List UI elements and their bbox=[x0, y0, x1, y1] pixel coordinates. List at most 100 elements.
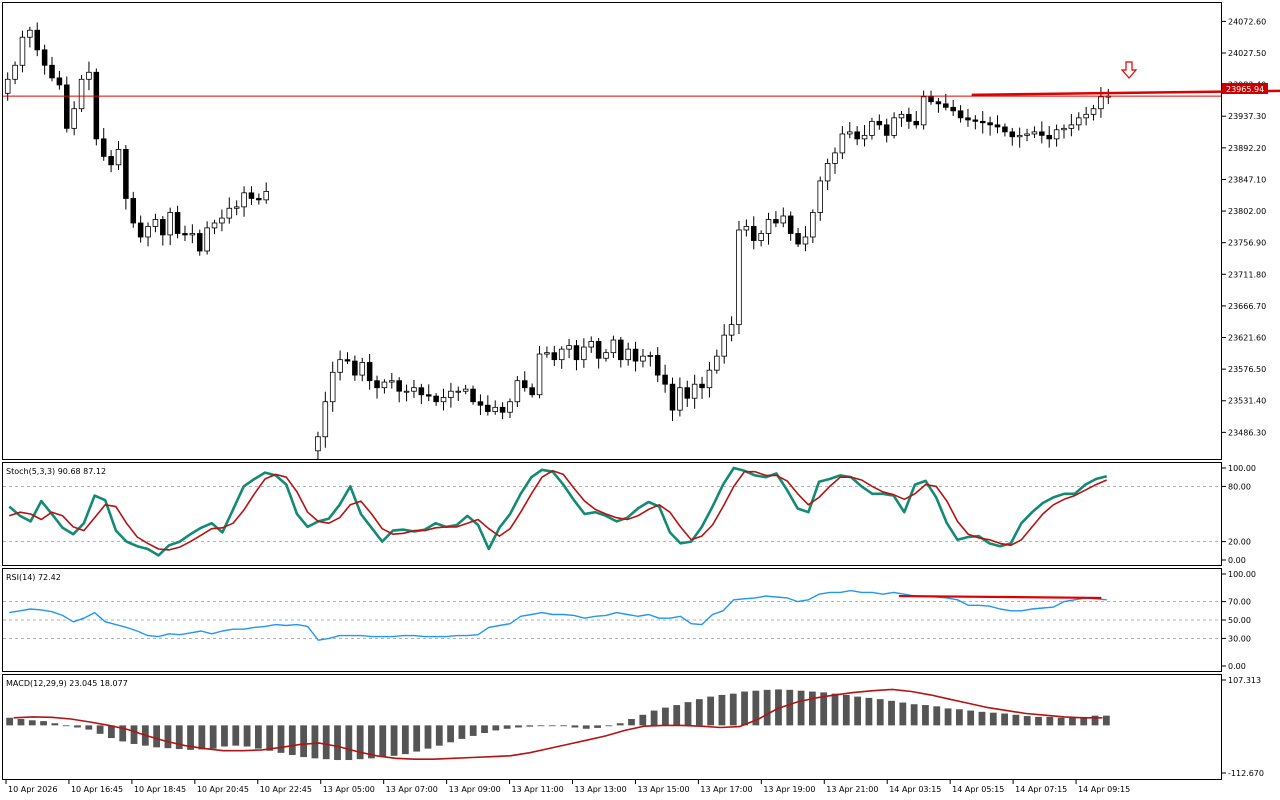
macd-bar bbox=[515, 725, 522, 728]
macd-bar bbox=[1023, 716, 1031, 726]
x-tick-label: 13 Apr 11:00 bbox=[512, 785, 564, 794]
candle-body bbox=[71, 108, 77, 129]
candle-body bbox=[86, 71, 92, 80]
candle-body bbox=[27, 29, 33, 38]
x-tick-label: 14 Apr 05:15 bbox=[952, 785, 1004, 794]
candle-body bbox=[1024, 133, 1030, 136]
macd-bar bbox=[481, 725, 488, 733]
macd-bar bbox=[899, 702, 907, 726]
candle-body bbox=[595, 341, 602, 359]
candle-body bbox=[233, 206, 240, 209]
candle-body bbox=[795, 233, 801, 245]
candle-body bbox=[521, 380, 528, 389]
candle-body bbox=[536, 353, 543, 396]
macd-bar bbox=[650, 710, 658, 726]
macd-bar bbox=[130, 725, 138, 744]
price-tick-label: 23937.30 bbox=[1228, 112, 1266, 121]
candle-body bbox=[396, 380, 402, 392]
candle-body bbox=[943, 103, 949, 108]
resistance-line bbox=[971, 89, 1280, 97]
rsi-panel bbox=[2, 568, 1222, 672]
macd-bar bbox=[254, 725, 262, 749]
candle-body bbox=[721, 334, 727, 357]
candle-body bbox=[499, 406, 506, 413]
candle-body bbox=[1002, 126, 1008, 133]
macd-bar bbox=[978, 711, 986, 726]
candle-body bbox=[898, 113, 905, 119]
candle-body bbox=[485, 404, 491, 412]
current-price-tag bbox=[1222, 83, 1268, 94]
candle-body bbox=[514, 380, 521, 403]
macd-bar bbox=[707, 696, 715, 726]
macd-bar bbox=[198, 725, 206, 750]
candle-body bbox=[581, 346, 587, 361]
macd-bar bbox=[17, 719, 25, 726]
macd-bar bbox=[401, 725, 409, 755]
macd-bar bbox=[718, 694, 726, 726]
candle-body bbox=[130, 198, 137, 224]
candle-body bbox=[972, 119, 979, 122]
candle-body bbox=[256, 198, 262, 201]
candle-body bbox=[1075, 117, 1082, 126]
candle-body bbox=[551, 352, 558, 361]
candle-body bbox=[706, 369, 713, 389]
price-panel bbox=[2, 2, 1222, 460]
macd-bar bbox=[356, 725, 364, 760]
candle-body bbox=[588, 341, 595, 348]
x-tick-label: 14 Apr 03:15 bbox=[889, 785, 941, 794]
candle-body bbox=[610, 339, 617, 354]
price-tick-label: 23486.30 bbox=[1228, 428, 1266, 437]
macd-bar bbox=[808, 691, 816, 726]
candle-body bbox=[750, 226, 757, 241]
macd-bar bbox=[763, 689, 771, 726]
macd-bar bbox=[435, 725, 443, 746]
macd-bar bbox=[266, 725, 274, 751]
candle-body bbox=[93, 71, 100, 140]
candle-body bbox=[780, 215, 787, 224]
macd-bar bbox=[1001, 713, 1008, 726]
macd-bar bbox=[469, 725, 477, 736]
macd-bar bbox=[119, 725, 127, 742]
price-tick-label: 23892.20 bbox=[1228, 144, 1266, 153]
price-tick-label: 23711.80 bbox=[1228, 270, 1266, 279]
candle-body bbox=[691, 383, 698, 399]
stoch-main-line bbox=[8, 466, 1108, 557]
candle-body bbox=[625, 348, 631, 361]
stoch-signal-line bbox=[9, 469, 1108, 551]
macd-bar bbox=[560, 725, 568, 727]
candle-body bbox=[507, 401, 513, 413]
x-tick-label: 14 Apr 09:15 bbox=[1078, 785, 1130, 794]
macd-bar bbox=[379, 725, 387, 758]
macd-bar bbox=[571, 725, 579, 728]
macd-bar bbox=[6, 717, 14, 726]
macd-bar bbox=[277, 725, 285, 753]
macd-bar bbox=[74, 725, 81, 728]
candle-body bbox=[182, 233, 188, 236]
macd-bar bbox=[820, 692, 828, 726]
price-tick-label: 23802.00 bbox=[1228, 207, 1266, 216]
candle-body bbox=[883, 124, 890, 136]
candle-body bbox=[411, 387, 417, 392]
candle-body bbox=[189, 233, 196, 236]
macd-bar bbox=[243, 725, 251, 747]
candle-body bbox=[869, 120, 875, 136]
candle-body bbox=[19, 36, 26, 66]
x-tick-label: 10 Apr 16:45 bbox=[71, 785, 123, 794]
candle-body bbox=[440, 397, 447, 403]
candle-body bbox=[152, 219, 159, 227]
macd-bar bbox=[62, 725, 70, 727]
macd-bar bbox=[1012, 714, 1020, 726]
macd-tick-label: 107.313 bbox=[1228, 676, 1261, 685]
candle-body bbox=[329, 371, 336, 403]
macd-bar bbox=[1046, 716, 1054, 726]
candle-body bbox=[425, 394, 432, 397]
candle-body bbox=[913, 120, 920, 126]
macd-bar bbox=[989, 712, 997, 726]
candle-body bbox=[374, 380, 380, 389]
macd-bar bbox=[1102, 715, 1110, 726]
candle-body bbox=[160, 219, 166, 236]
stoch-title: Stoch(5,3,3) 90.68 87.12 bbox=[6, 467, 106, 476]
candle-body bbox=[477, 401, 484, 406]
candle-body bbox=[928, 96, 934, 103]
